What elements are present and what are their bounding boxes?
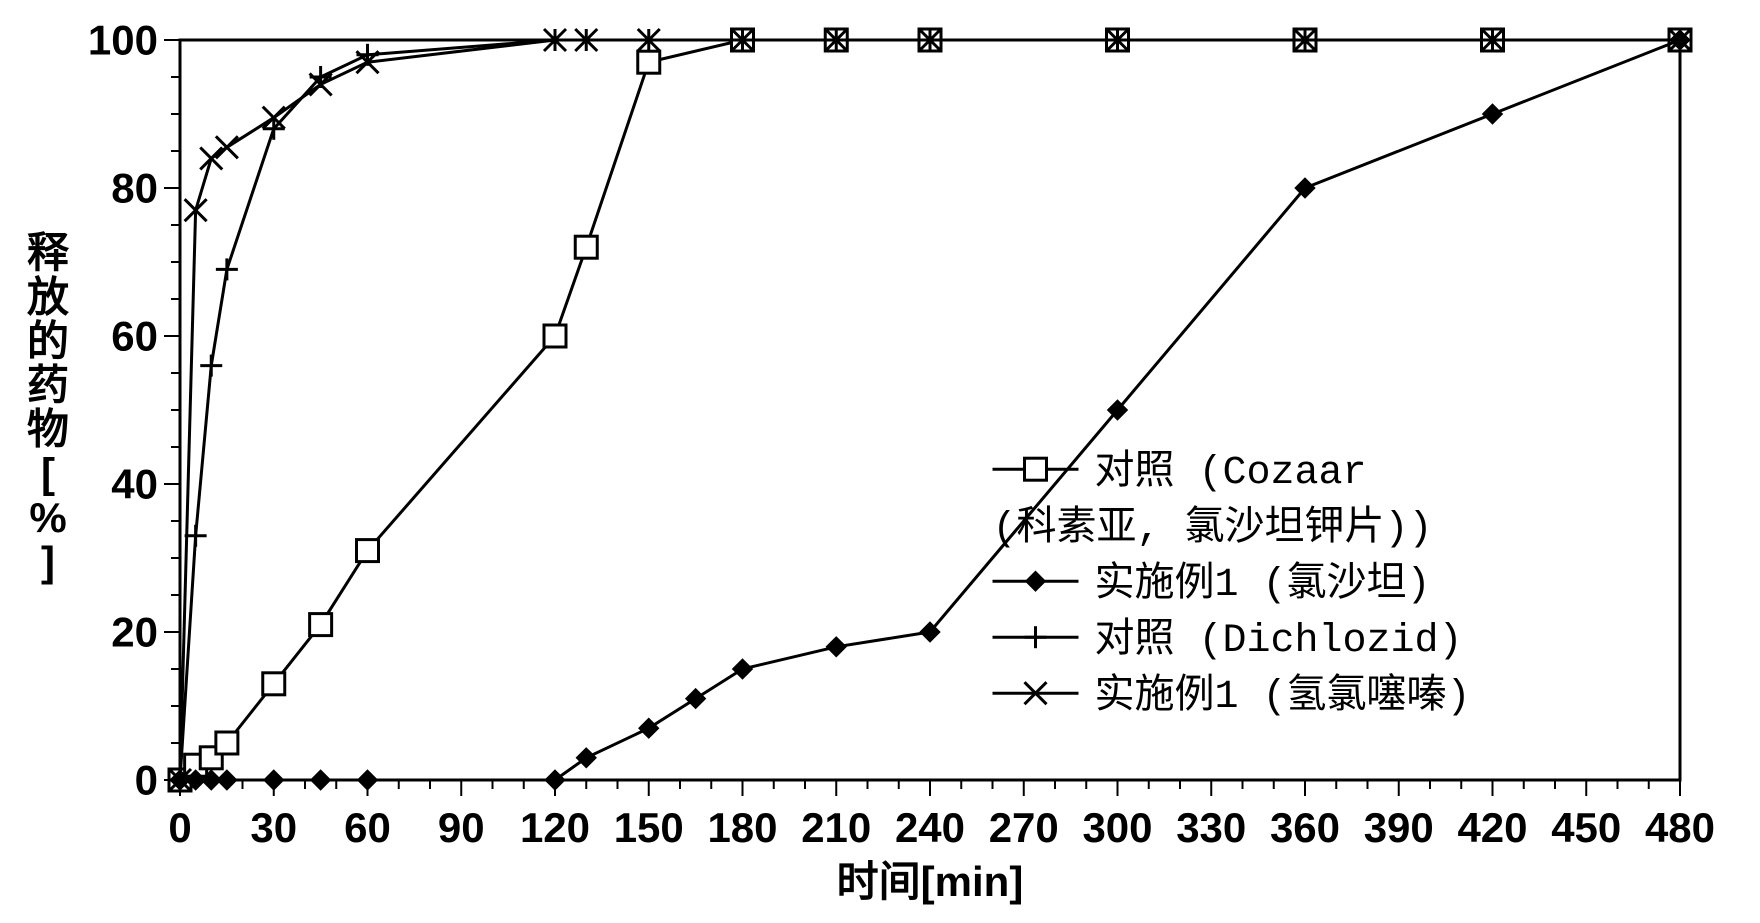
svg-text:]: ] xyxy=(41,538,55,585)
y-tick-label: 100 xyxy=(88,17,158,64)
x-tick-label: 90 xyxy=(438,804,485,851)
legend-label: 对照 (Cozaar xyxy=(1095,449,1367,496)
svg-text:的: 的 xyxy=(27,317,69,364)
y-tick-label: 0 xyxy=(135,757,158,804)
y-tick-label: 20 xyxy=(111,609,158,656)
x-tick-label: 120 xyxy=(520,804,590,851)
legend-label: (科素亚, 氯沙坦钾片)) xyxy=(993,505,1433,552)
legend-label: 对照 (Dichlozid) xyxy=(1095,617,1463,664)
x-tick-label: 240 xyxy=(895,804,965,851)
y-tick-label: 80 xyxy=(111,165,158,212)
x-tick-label: 480 xyxy=(1645,804,1715,851)
svg-text:物: 物 xyxy=(27,406,69,453)
x-tick-label: 180 xyxy=(707,804,777,851)
svg-text:%: % xyxy=(29,494,66,541)
x-tick-label: 420 xyxy=(1457,804,1527,851)
x-tick-label: 60 xyxy=(344,804,391,851)
svg-text:放: 放 xyxy=(27,273,69,320)
x-tick-label: 390 xyxy=(1364,804,1434,851)
x-axis-label: 时间[min] xyxy=(837,858,1024,905)
x-tick-label: 210 xyxy=(801,804,871,851)
y-tick-label: 40 xyxy=(111,461,158,508)
legend-label: 实施例1 (氯沙坦) xyxy=(1095,560,1431,608)
svg-text:[: [ xyxy=(41,450,55,497)
x-tick-label: 360 xyxy=(1270,804,1340,851)
line-chart: 0 30 60 90 120 150 180 210 240 270 300 330 360 390 420… xyxy=(0,0,1760,923)
y-axis-label: 释放的药物[%] xyxy=(27,229,70,585)
svg-text:药: 药 xyxy=(27,362,69,409)
x-tick-label: 30 xyxy=(250,804,297,851)
x-tick-label: 300 xyxy=(1082,804,1152,851)
legend-label: 实施例1 (氢氯噻嗪) xyxy=(1095,672,1471,720)
x-tick-label: 330 xyxy=(1176,804,1246,851)
x-tick-label: 450 xyxy=(1551,804,1621,851)
legend: 对照 (Cozaar (科素亚, 氯沙坦钾片)) 实施例1 (氯沙坦) 对照 (Dic… xyxy=(993,449,1471,720)
y-tick-label: 60 xyxy=(111,313,158,360)
x-tick-label: 150 xyxy=(614,804,684,851)
svg-text:释: 释 xyxy=(27,229,70,276)
x-tick-label: 0 xyxy=(168,804,191,851)
x-tick-label: 270 xyxy=(989,804,1059,851)
